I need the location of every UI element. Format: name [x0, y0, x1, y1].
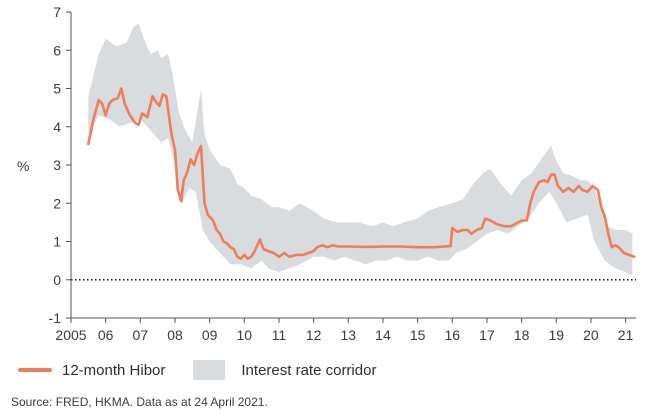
x-tick-label: 20: [583, 327, 599, 343]
y-tick-label: 4: [53, 119, 61, 135]
x-tick-label: 12: [306, 327, 322, 343]
x-tick-label: 11: [272, 327, 287, 343]
corridor-band: [88, 23, 633, 276]
y-tick-label: -1: [49, 310, 62, 326]
y-tick-label: 3: [53, 157, 61, 173]
legend-swatch-corridor: [193, 360, 226, 380]
x-tick-label: 15: [410, 327, 426, 343]
axis-layer: [66, 11, 636, 323]
legend-item-corridor: Interest rate corridor: [193, 360, 376, 380]
x-tick-label: 10: [237, 327, 253, 343]
y-tick-label: 6: [53, 42, 61, 58]
x-tick-label: 17: [479, 327, 495, 343]
x-tick-label: 09: [202, 327, 218, 343]
x-tick-label: 2005: [55, 327, 86, 343]
y-tick-label: 0: [53, 272, 61, 288]
y-tick-labels: -1 0 1 2 3 4 5 6 7: [49, 4, 62, 326]
x-tick-label: 16: [444, 327, 460, 343]
legend-swatch-hibor: [18, 368, 52, 372]
y-tick-label: 5: [53, 81, 61, 97]
x-tick-label: 13: [341, 327, 357, 343]
y-axis-label: %: [17, 158, 29, 174]
x-tick-label: 08: [167, 327, 183, 343]
x-tick-label: 14: [375, 327, 391, 343]
legend-label-corridor: Interest rate corridor: [241, 361, 377, 379]
legend-label-hibor: 12-month Hibor: [62, 361, 166, 379]
series-line-hibor: [87, 87, 636, 261]
source-note: Source: FRED, HKMA. Data as at 24 April …: [11, 395, 268, 409]
x-tick-labels: 2005 06 07 08 09 10 11 12 13 14 15 16 17 18 19 20 21: [55, 327, 633, 343]
y-tick-label: 2: [53, 195, 61, 211]
legend-item-hibor: 12-month Hibor: [18, 362, 165, 379]
x-tick-label: 19: [548, 327, 564, 343]
x-tick-label: 18: [514, 327, 530, 343]
x-tick-label: 07: [133, 327, 149, 343]
hibor-line-layer: [87, 87, 636, 261]
y-tick-label: 7: [53, 4, 61, 20]
x-tick-label: 21: [618, 327, 634, 343]
y-tick-label: 1: [53, 234, 61, 250]
x-tick-label: 06: [98, 327, 114, 343]
legend: 12-month Hibor Interest rate corridor: [18, 358, 404, 382]
corridor-band-layer: [88, 23, 633, 276]
